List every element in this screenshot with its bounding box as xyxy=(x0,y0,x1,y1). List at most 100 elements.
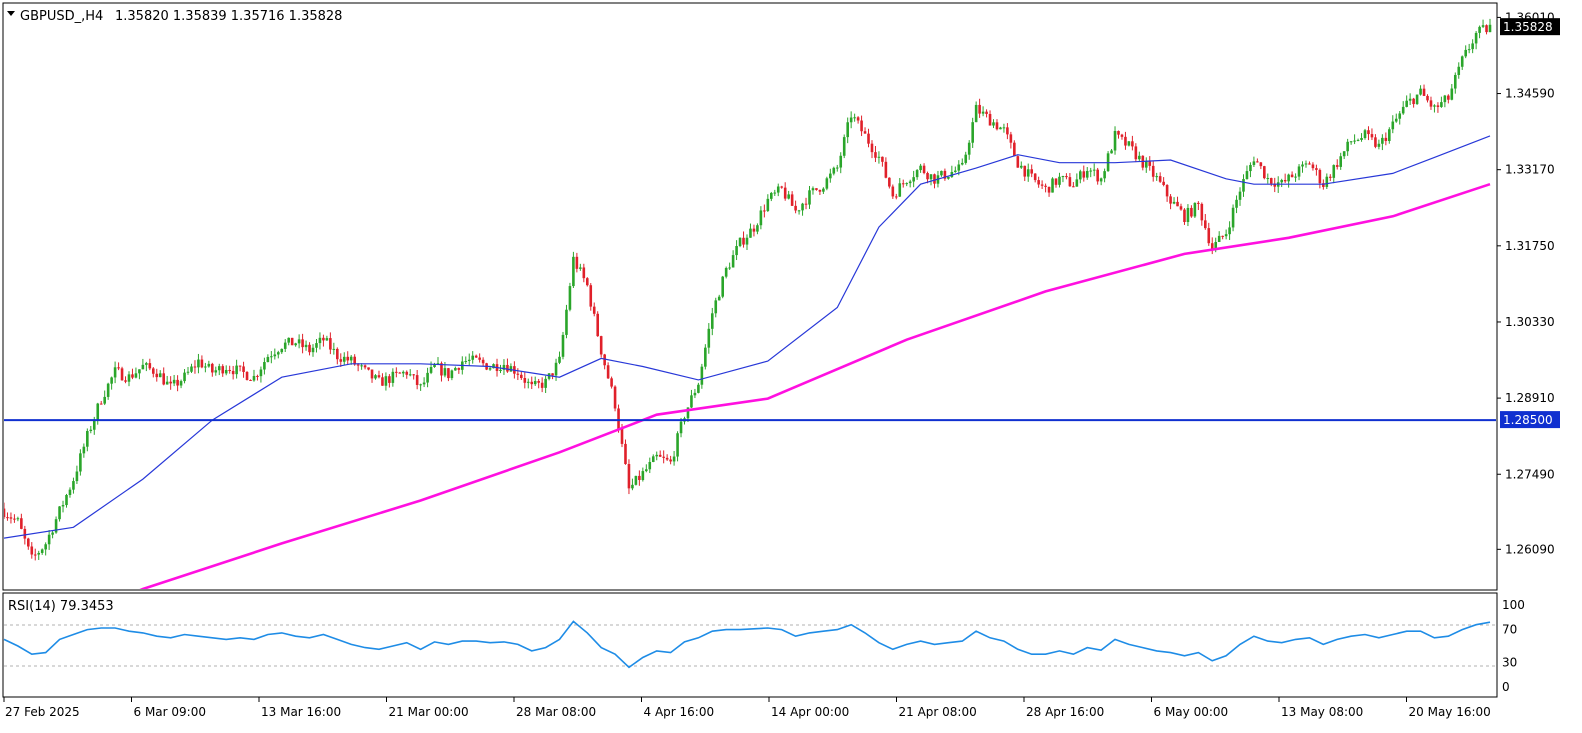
candle-body xyxy=(1131,141,1134,147)
candle-body xyxy=(1013,142,1016,157)
candle-body xyxy=(572,256,575,287)
candle-body xyxy=(99,403,103,405)
candle-body xyxy=(665,457,669,460)
price-axis-label: 1.27490 xyxy=(1505,467,1555,481)
candle-body xyxy=(1249,164,1252,172)
candle-body xyxy=(624,443,627,465)
candle-body xyxy=(1235,199,1238,208)
candle-body xyxy=(259,369,263,377)
candle-body xyxy=(669,459,672,462)
candle-body xyxy=(290,337,294,346)
candle-body xyxy=(676,433,679,457)
candle-body xyxy=(884,161,888,178)
candle-body xyxy=(922,165,926,174)
candle-body xyxy=(901,183,905,185)
candle-body xyxy=(1308,163,1311,165)
candle-body xyxy=(145,363,148,365)
candle-body xyxy=(54,519,58,533)
candle-body xyxy=(492,364,495,369)
candle-body xyxy=(106,383,110,397)
candle-body xyxy=(596,313,600,337)
candle-body xyxy=(822,188,825,192)
candle-body xyxy=(27,538,30,547)
candle-body xyxy=(65,494,68,506)
candle-body xyxy=(912,177,915,182)
time-axis-label: 6 Mar 09:00 xyxy=(134,705,207,719)
candle-body xyxy=(1485,25,1488,33)
candle-body xyxy=(1203,220,1207,229)
candle-body xyxy=(1370,134,1374,138)
candle-body xyxy=(832,167,836,174)
candle-body xyxy=(1075,179,1079,187)
candle-body xyxy=(894,196,898,198)
candle-body xyxy=(645,469,648,472)
candle-body xyxy=(908,181,912,184)
candle-body xyxy=(575,256,579,269)
candle-body xyxy=(16,518,20,520)
candle-body xyxy=(339,359,343,362)
candle-body xyxy=(217,366,221,371)
candle-body xyxy=(1471,43,1474,50)
candle-body xyxy=(1200,203,1204,221)
candle-body xyxy=(127,374,131,382)
candle-body xyxy=(638,475,641,481)
candle-body xyxy=(1238,191,1242,200)
candle-body xyxy=(294,343,297,346)
candle-body xyxy=(1026,169,1030,177)
candle-body xyxy=(155,373,159,378)
candle-body xyxy=(117,367,120,369)
candle-body xyxy=(367,367,370,370)
candle-body xyxy=(443,368,447,376)
candle-body xyxy=(1231,207,1235,228)
candle-body xyxy=(891,186,895,197)
candle-body xyxy=(1478,26,1481,33)
candle-body xyxy=(1144,161,1148,168)
candle-body xyxy=(20,518,23,529)
candle-body xyxy=(999,127,1002,130)
candle-body xyxy=(1009,134,1013,143)
rsi-axis-label: 70 xyxy=(1502,623,1517,637)
candle-body xyxy=(304,344,308,348)
candle-body xyxy=(1030,169,1034,174)
time-axis: 27 Feb 2025 6 Mar 09:00 13 Mar 16:00 21 Mar… xyxy=(3,697,1491,719)
candle-body xyxy=(1342,151,1346,157)
candle-body xyxy=(905,183,909,185)
candle-body xyxy=(467,359,471,361)
candle-body xyxy=(1426,95,1429,101)
time-axis-label: 27 Feb 2025 xyxy=(5,705,80,719)
candle-body xyxy=(606,365,610,379)
candle-body xyxy=(655,454,659,457)
candle-body xyxy=(957,164,961,171)
symbol-dropdown-icon[interactable] xyxy=(7,11,15,16)
candle-body xyxy=(235,365,238,375)
candle-body xyxy=(551,373,554,376)
candle-body xyxy=(697,384,700,393)
candle-body xyxy=(926,173,929,180)
candle-body xyxy=(731,255,735,268)
symbol-timeframe-label[interactable]: GBPUSD_,H4 xyxy=(20,9,103,24)
candle-body xyxy=(356,364,360,366)
candle-body xyxy=(707,328,711,348)
candle-body xyxy=(1037,180,1040,185)
candle-body xyxy=(867,133,870,144)
candle-body xyxy=(1242,179,1245,192)
candle-body xyxy=(276,352,280,355)
candle-body xyxy=(1099,178,1103,182)
candle-body xyxy=(89,429,93,431)
candle-body xyxy=(1207,228,1211,244)
candle-body xyxy=(603,354,606,366)
candle-body xyxy=(151,368,155,374)
candle-body xyxy=(33,554,37,556)
candle-body xyxy=(273,354,277,357)
candle-body xyxy=(374,375,377,379)
candle-body xyxy=(763,210,766,212)
candle-body xyxy=(1044,185,1047,187)
candle-body xyxy=(162,373,166,385)
candle-body xyxy=(1447,95,1450,100)
candle-body xyxy=(1367,130,1370,135)
candle-body xyxy=(658,454,662,457)
candle-body xyxy=(381,377,384,386)
candle-body xyxy=(804,203,808,205)
candle-body xyxy=(1384,137,1388,142)
candle-body xyxy=(1290,174,1294,178)
